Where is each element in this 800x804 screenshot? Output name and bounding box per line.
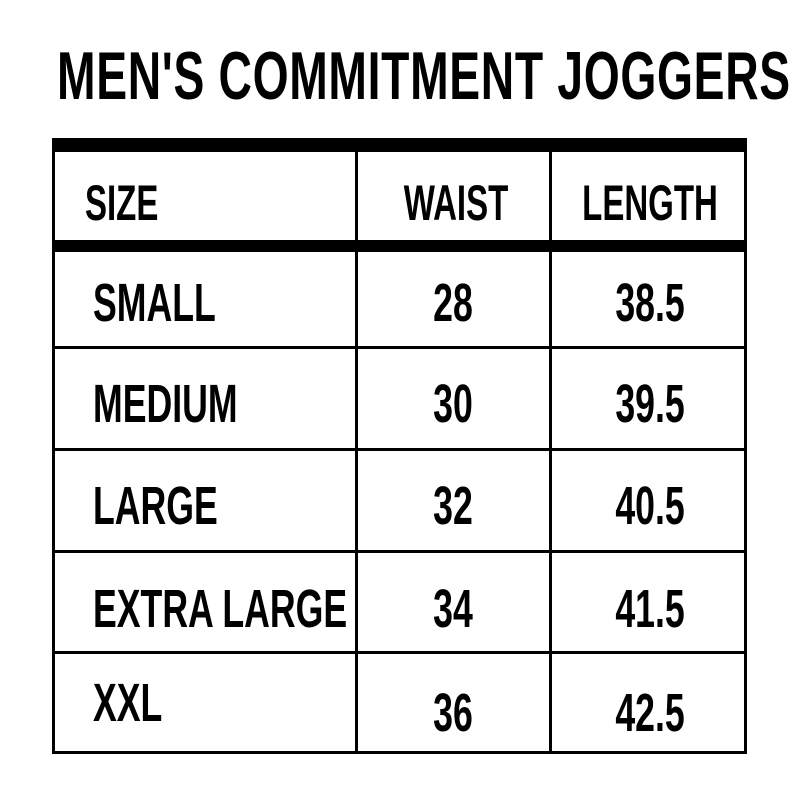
waist-cell: 34 [433,579,473,639]
table-right-border [744,138,747,754]
size-cell: XXL [93,673,163,733]
length-cell: 40.5 [615,476,685,536]
column-divider [549,138,552,754]
waist-cell: 28 [433,273,473,333]
table-left-border [52,138,55,754]
size-cell: MEDIUM [93,374,238,434]
waist-cell: 30 [433,374,473,434]
row-divider [52,448,747,451]
header-length: LENGTH [582,175,718,231]
size-cell: LARGE [93,476,218,536]
table-top-border [52,138,747,152]
waist-cell: 36 [433,683,473,743]
length-cell: 41.5 [615,579,685,639]
size-cell: EXTRA LARGE [93,579,348,639]
row-divider [52,550,747,553]
column-divider [355,138,358,754]
waist-cell: 32 [433,476,473,536]
header-size: SIZE [85,175,159,231]
page-title: MEN'S COMMITMENT JOGGERS [57,38,791,114]
header-bottom-border [52,240,747,252]
length-cell: 42.5 [615,683,685,743]
header-waist: WAIST [403,175,509,231]
length-cell: 38.5 [615,273,685,333]
size-cell: SMALL [93,273,216,333]
table-bottom-border [52,751,747,754]
length-cell: 39.5 [615,374,685,434]
row-divider [52,651,747,654]
row-divider [52,346,747,349]
